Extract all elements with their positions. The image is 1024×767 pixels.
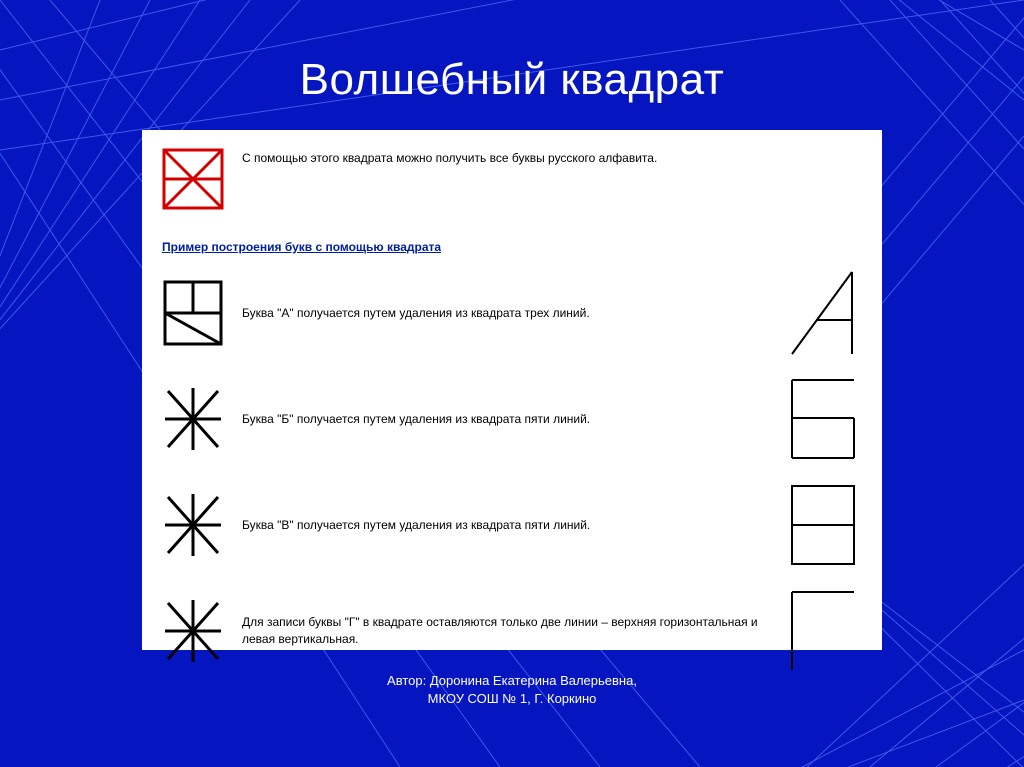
intro-text: С помощью этого квадрата можно получить … [242, 148, 657, 167]
footer: Автор: Доронина Екатерина Валерьевна, МК… [387, 672, 637, 708]
glyph-right-v [782, 480, 862, 570]
example-row: Буква "А" получается путем удаления из к… [162, 268, 862, 358]
slide-title: Волшебный квадрат [300, 55, 725, 105]
glyph-right-b [782, 374, 862, 464]
example-text: Буква "В" получается путем удаления из к… [242, 517, 764, 534]
glyph-right-a [782, 268, 862, 358]
example-text: Буква "Б" получается путем удаления из к… [242, 411, 764, 428]
example-row: Буква "В" получается путем удаления из к… [162, 480, 862, 570]
glyph-left-a [162, 279, 224, 347]
example-text: Для записи буквы "Г" в квадрате оставляю… [242, 614, 764, 648]
glyph-left-zh-icon [162, 597, 224, 665]
magic-square-icon [162, 148, 224, 210]
content-panel: С помощью этого квадрата можно получить … [142, 130, 882, 650]
example-row: Буква "Б" получается путем удаления из к… [162, 374, 862, 464]
glyph-right-g [782, 586, 862, 676]
slide: Волшебный квадрат С помощью этого квадра… [0, 0, 1024, 767]
glyph-left-zh-icon [162, 385, 224, 453]
intro-row: С помощью этого квадрата можно получить … [162, 148, 862, 210]
subhead: Пример построения букв с помощью квадрат… [162, 240, 862, 254]
glyph-left-zh-icon [162, 491, 224, 559]
footer-line: МКОУ СОШ № 1, Г. Коркино [387, 690, 637, 708]
example-row: Для записи буквы "Г" в квадрате оставляю… [162, 586, 862, 676]
example-text: Буква "А" получается путем удаления из к… [242, 305, 764, 322]
